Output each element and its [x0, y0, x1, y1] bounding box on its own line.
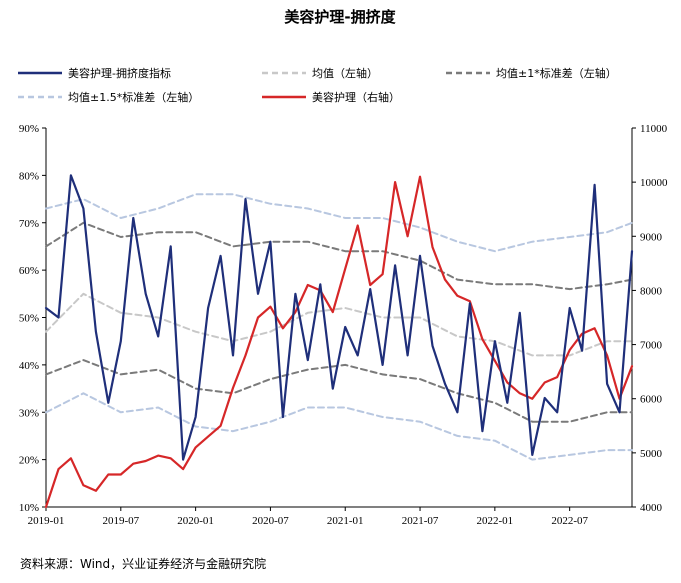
x-tick-label: 2022-07	[551, 515, 588, 527]
mean-line	[45, 292, 633, 357]
y-left-tick-label: 70%	[19, 218, 39, 230]
y-right-tick-label: 10000	[640, 177, 668, 189]
legend-label: 均值±1*标准差（左轴）	[496, 66, 617, 80]
x-tick-label: 2020-07	[252, 515, 289, 527]
legend-item: 美容护理-拥挤度指标	[18, 66, 171, 80]
mean-minus-1sd-line	[45, 359, 633, 423]
y-right-tick-label: 9000	[640, 231, 663, 243]
y-right-tick-label: 4000	[640, 502, 663, 514]
y-right-tick-label: 6000	[640, 394, 663, 406]
y-left-tick-label: 30%	[19, 407, 39, 419]
x-tick-label: 2021-01	[327, 515, 364, 527]
y-left-tick-label: 50%	[19, 313, 39, 325]
y-right-tick-label: 5000	[640, 448, 663, 460]
legend-item: 均值（左轴）	[262, 66, 378, 80]
y-left-tick-label: 20%	[19, 455, 39, 467]
legend-label: 美容护理-拥挤度指标	[68, 66, 171, 80]
y-left-tick-label: 40%	[19, 360, 39, 372]
legend-item: 均值±1.5*标准差（左轴）	[18, 90, 199, 104]
y-left-tick-label: 90%	[19, 123, 39, 135]
source-note: 资料来源：Wind，兴业证券经济与金融研究院	[20, 556, 266, 571]
y-left-tick-label: 10%	[19, 502, 39, 514]
x-tick-label: 2019-01	[28, 515, 65, 527]
legend-item: 美容护理（右轴）	[262, 90, 400, 104]
legend-label: 美容护理（右轴）	[312, 90, 400, 104]
beauty-care-price-line	[44, 175, 634, 509]
mean-minus-1_5sd-line	[45, 392, 633, 461]
y-right-tick-label: 7000	[640, 340, 663, 352]
x-tick-label: 2020-01	[177, 515, 214, 527]
mean-plus-1sd-line	[45, 221, 633, 291]
y-left-tick-label: 80%	[19, 170, 39, 182]
chart-title: 美容护理-拥挤度	[284, 8, 396, 26]
x-tick-label: 2021-07	[402, 515, 439, 527]
legend-label: 均值±1.5*标准差（左轴）	[68, 90, 199, 104]
y-right-tick-label: 8000	[640, 285, 663, 297]
y-left-tick-label: 60%	[19, 265, 39, 277]
legend-item: 均值±1*标准差（左轴）	[446, 66, 617, 80]
legend-label: 均值（左轴）	[312, 66, 378, 80]
plot-area: 10% 20% 30% 40% 50% 60% 70% 80% 90% 4000 5000 6000 7…	[19, 123, 668, 527]
crowding-index-line	[44, 174, 634, 461]
legend: 美容护理-拥挤度指标 均值（左轴） 均值±1*标准差（左轴） 均值±1.5*标准差（左…	[18, 66, 617, 104]
y-right-tick-label: 11000	[640, 123, 668, 135]
mean-plus-1_5sd-line	[45, 193, 633, 253]
x-tick-label: 2022-01	[477, 515, 514, 527]
x-tick-label: 2019-07	[102, 515, 139, 527]
